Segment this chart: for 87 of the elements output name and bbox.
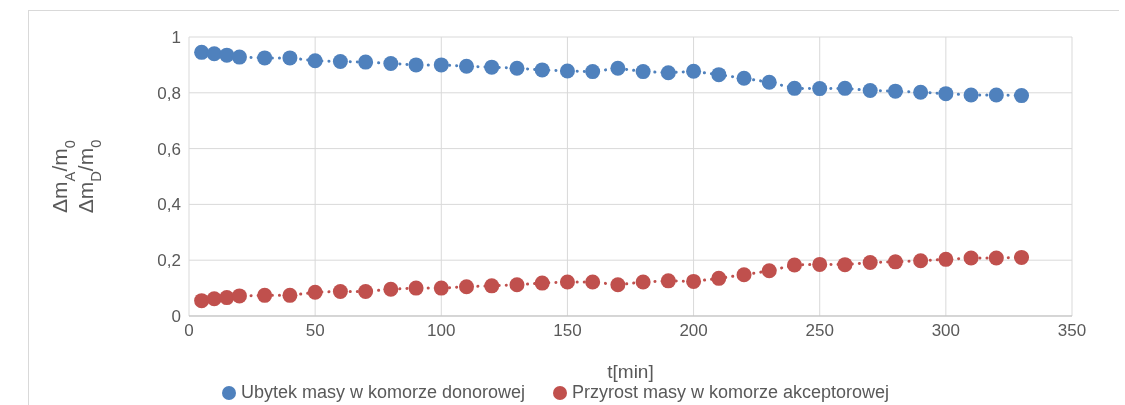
point	[433, 280, 449, 296]
y-tick-label: 0,6	[157, 139, 181, 159]
point	[332, 283, 348, 299]
x-axis-title: t[min]	[607, 361, 654, 382]
point	[194, 44, 210, 60]
y-tick-label: 0,2	[157, 251, 181, 271]
point	[383, 281, 399, 297]
point	[610, 60, 626, 76]
point	[862, 254, 878, 270]
point	[963, 250, 979, 266]
point	[812, 81, 828, 97]
point	[736, 70, 752, 86]
y-tick-label: 0	[171, 307, 181, 327]
point	[786, 257, 802, 273]
point	[988, 87, 1004, 103]
x-tick-label: 300	[931, 321, 961, 341]
point	[383, 56, 399, 72]
point	[711, 270, 727, 286]
point	[610, 277, 626, 293]
point	[282, 50, 298, 66]
point	[1014, 88, 1030, 104]
point	[332, 54, 348, 70]
x-tick-label: 350	[1057, 321, 1087, 341]
point	[837, 80, 853, 96]
point	[219, 290, 235, 306]
point	[585, 64, 601, 80]
point	[887, 254, 903, 270]
point	[194, 293, 210, 309]
point	[509, 60, 525, 76]
point	[761, 263, 777, 279]
point	[660, 273, 676, 289]
point	[963, 87, 979, 103]
point	[459, 279, 475, 295]
point	[206, 46, 222, 62]
point	[408, 57, 424, 73]
point	[433, 57, 449, 73]
point	[837, 257, 853, 273]
point	[484, 278, 500, 294]
point	[282, 287, 298, 303]
point	[509, 277, 525, 293]
point	[358, 283, 374, 299]
x-tick-label: 250	[805, 321, 834, 341]
point	[887, 83, 903, 99]
point	[812, 256, 828, 272]
x-tick-label: 200	[679, 321, 708, 341]
point	[1014, 249, 1030, 265]
point	[231, 49, 247, 65]
point	[635, 274, 651, 290]
y-tick-label: 0,4	[157, 195, 181, 215]
point	[938, 251, 954, 267]
point	[358, 54, 374, 70]
point	[257, 50, 273, 66]
point	[862, 83, 878, 99]
point	[660, 65, 676, 81]
point	[534, 62, 550, 78]
x-tick-label: 150	[553, 321, 582, 341]
point	[206, 291, 222, 307]
legend-label: Ubytek masy w komorze donorowej	[239, 382, 525, 403]
point	[711, 67, 727, 83]
point	[559, 63, 575, 79]
point	[559, 274, 575, 290]
point	[257, 287, 273, 303]
x-tick-label: 100	[427, 321, 456, 341]
y-tick-label: 1	[171, 28, 181, 48]
point	[534, 275, 550, 291]
y-tick-label: 0,8	[157, 83, 181, 103]
x-tick-label: 0	[184, 321, 194, 341]
point	[786, 80, 802, 96]
x-tick-label: 50	[305, 321, 325, 341]
point	[307, 284, 323, 300]
point	[484, 59, 500, 75]
point	[408, 280, 424, 296]
point	[231, 288, 247, 304]
point	[988, 250, 1004, 266]
point	[585, 274, 601, 290]
point	[686, 273, 702, 289]
point	[459, 58, 475, 74]
point	[761, 74, 777, 90]
point	[913, 253, 929, 269]
point	[635, 64, 651, 80]
point	[219, 47, 235, 63]
point	[307, 53, 323, 69]
legend-label: Przyrost masy w komorze akceptorowej	[571, 382, 890, 403]
point	[938, 86, 954, 102]
point	[913, 84, 929, 100]
point	[736, 267, 752, 283]
point	[686, 63, 702, 79]
